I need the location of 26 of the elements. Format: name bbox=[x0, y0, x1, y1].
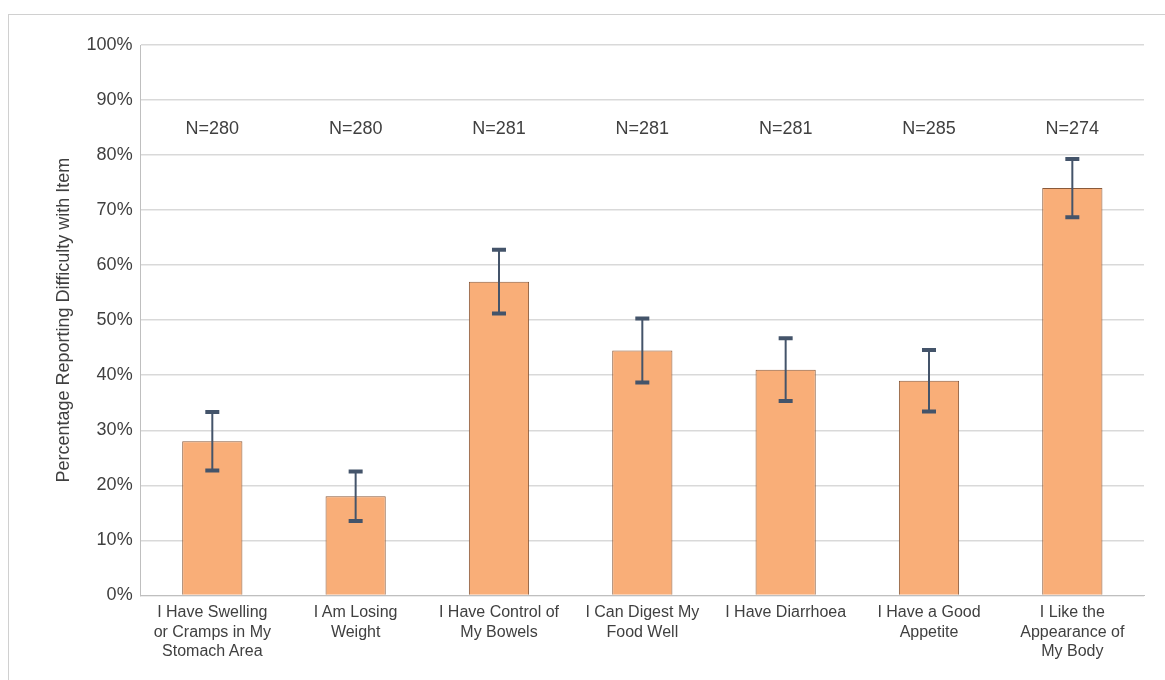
y-tick-label: 0% bbox=[106, 584, 133, 605]
y-tick-label: 50% bbox=[96, 309, 133, 330]
x-tick-label: I Have Swelling or Cramps in My Stomach Area bbox=[153, 603, 271, 659]
annotation: N=281 bbox=[615, 118, 670, 139]
x-tick-label: I Can Digest My Food Well bbox=[585, 603, 700, 640]
annotation: N=280 bbox=[328, 118, 383, 139]
y-tick-label: 80% bbox=[96, 144, 133, 165]
x-tick-label: I Have Diarrhoea bbox=[725, 603, 847, 621]
annotation: N=274 bbox=[1045, 118, 1100, 139]
y-tick-label: 40% bbox=[96, 364, 133, 385]
x-tick-label: I Like the Appearance of My Body bbox=[1020, 603, 1125, 659]
y-tick-label: 10% bbox=[96, 529, 133, 550]
x-tick-label: I Am Losing Weight bbox=[313, 603, 398, 640]
y-tick-label: 90% bbox=[96, 89, 133, 110]
x-tick-label: I Have a Good Appetite bbox=[877, 603, 981, 640]
y-tick-label: 60% bbox=[96, 254, 133, 275]
y-tick-label: 20% bbox=[96, 474, 133, 495]
annotation: N=285 bbox=[902, 118, 956, 139]
y-tick-label: 70% bbox=[96, 199, 133, 220]
x-tick-label: I Have Control of My Bowels bbox=[438, 603, 560, 640]
y-tick-label: 100% bbox=[86, 33, 133, 54]
y-axis-title: Percentage Reporting Difficulty with Item bbox=[52, 157, 73, 483]
annotation: N=281 bbox=[472, 118, 526, 139]
y-tick-label: 30% bbox=[96, 419, 133, 440]
annotation: N=280 bbox=[185, 118, 240, 139]
annotation: N=281 bbox=[758, 118, 813, 139]
